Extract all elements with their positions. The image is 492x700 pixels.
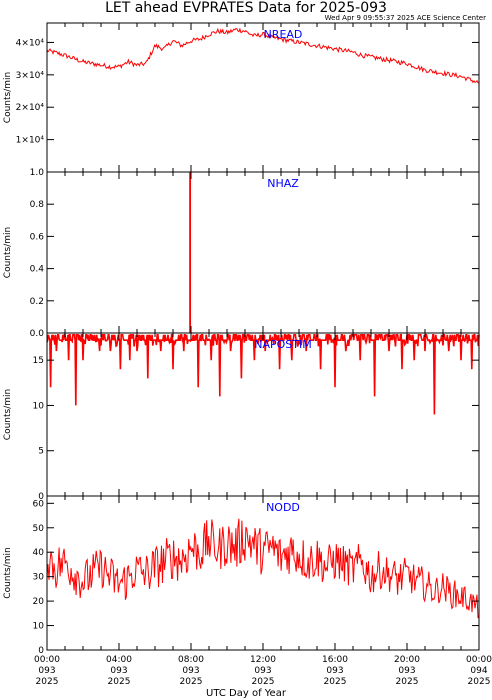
x-tick-label: 12:00 [250,655,276,665]
y-tick-label: 4×10⁴ [16,38,45,48]
x-tick-label: 093 [38,666,55,676]
chart-title: LET ahead EVPRATES Data for 2025-093 [105,0,387,16]
y-tick-label: 20 [33,597,45,607]
x-tick-label: 2025 [36,677,59,687]
x-tick-label: 00:00 [466,655,492,665]
x-tick-label: 2025 [252,677,275,687]
x-tick-label: 2025 [180,677,203,687]
y-axis-title: Counts/min [3,227,13,278]
series-line-nread [46,27,480,84]
y-tick-label: 3×10⁴ [16,71,45,81]
x-tick-label: 093 [398,666,415,676]
y-tick-label: 50 [33,524,45,534]
x-tick-label: 2025 [108,677,131,687]
y-tick-label: 60 [33,499,45,509]
x-tick-label: 093 [254,666,271,676]
x-axis-title: UTC Day of Year [206,688,286,699]
y-tick-label: 0.0 [30,329,45,339]
series-line-nodd [46,518,480,619]
y-tick-label: 1×10⁴ [16,136,45,146]
y-tick-label: 5 [38,447,44,457]
x-tick-label: 093 [182,666,199,676]
series-label-nhaz: NHAZ [267,177,299,190]
y-axis-title: Counts/min [3,72,13,123]
series-label-nodd: NODD [266,501,300,514]
x-tick-label: 08:00 [178,655,204,665]
panel-nhaz: 0.0 0.2 0.4 0.6 0.8 1.0 NHAZ Counts/min [3,168,480,339]
y-axis-title: Counts/min [3,389,13,440]
series-label-nread: NREAD [264,28,303,41]
x-tick-label: 094 [470,666,487,676]
series-line-nhaz [47,171,479,334]
y-tick-label: 0.2 [30,297,44,307]
x-tick-label: 2025 [468,677,491,687]
x-tick-label: 093 [110,666,127,676]
y-tick-label: 2×10⁴ [16,103,45,113]
x-tick-label: 20:00 [394,655,420,665]
y-tick-label: 0 [38,492,44,502]
y-tick-label: 15 [33,356,44,366]
x-tick-label: 2025 [324,677,347,687]
y-tick-label: 1.0 [30,168,45,178]
x-tick-label: 093 [326,666,343,676]
panel-napostim: 0 5 10 15 NAPOSTIM Counts/min [3,332,480,502]
x-tick-label: 2025 [396,677,419,687]
y-tick-label: 0.4 [30,265,45,275]
panel-frame [46,171,480,334]
series-label-napostim: NAPOSTIM [254,338,311,351]
y-tick-label: 0.6 [30,232,45,242]
y-tick-label: 0 [38,646,44,656]
y-axis-title: Counts/min [3,547,13,598]
panel-frame [46,22,480,173]
y-tick-label: 10 [33,622,45,632]
generation-timestamp: Wed Apr 9 09:55:37 2025 ACE Science Cent… [324,14,486,22]
y-tick-label: 40 [33,548,45,558]
x-tick-label: 04:00 [106,655,132,665]
x-tick-label: 16:00 [322,655,348,665]
x-tick-label: 00:00 [34,655,60,665]
y-tick-label: 30 [33,573,45,583]
y-tick-label: 0.8 [30,200,45,210]
panel-nread: 1×10⁴ 2×10⁴ 3×10⁴ 4×10⁴ NREAD Counts/min [3,22,480,173]
y-tick-label: 10 [33,401,45,411]
